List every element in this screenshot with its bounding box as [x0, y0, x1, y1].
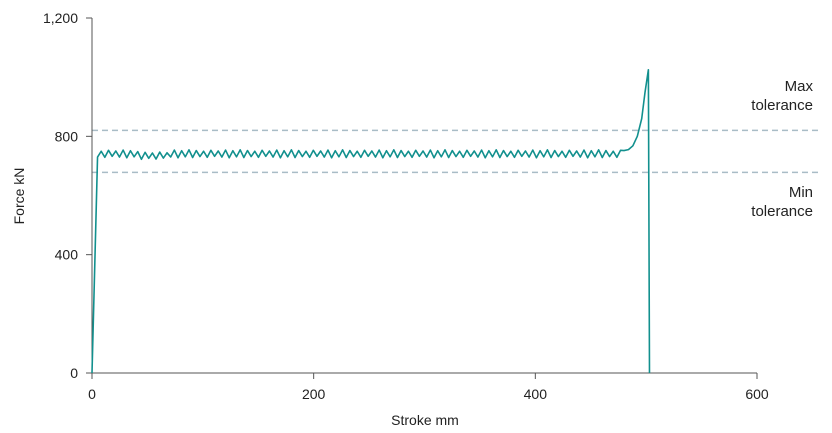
x-axis-title: Stroke mm: [391, 412, 459, 428]
x-tick-label: 400: [524, 386, 548, 402]
tolerance-lines: [92, 130, 822, 172]
y-axis-title: Force kN: [11, 168, 27, 225]
axes: [92, 18, 757, 373]
x-tick-label: 600: [745, 386, 769, 402]
min-tolerance-label-line1: Min: [789, 184, 813, 201]
ticks: 0 200 400 600 0 400 800 1,200: [43, 10, 769, 402]
tolerance-labels: Max tolerance Min tolerance: [751, 78, 813, 220]
max-tolerance-label-line1: Max: [785, 78, 814, 95]
min-tolerance-label-line2: tolerance: [751, 203, 813, 220]
series-line-force: [92, 70, 649, 373]
y-tick-label: 0: [70, 365, 78, 381]
x-tick-label: 200: [302, 386, 326, 402]
y-tick-label: 400: [55, 247, 79, 263]
y-tick-label: 800: [55, 128, 79, 144]
max-tolerance-label-line2: tolerance: [751, 97, 813, 114]
y-tick-label: 1,200: [43, 10, 78, 26]
x-tick-label: 0: [88, 386, 96, 402]
